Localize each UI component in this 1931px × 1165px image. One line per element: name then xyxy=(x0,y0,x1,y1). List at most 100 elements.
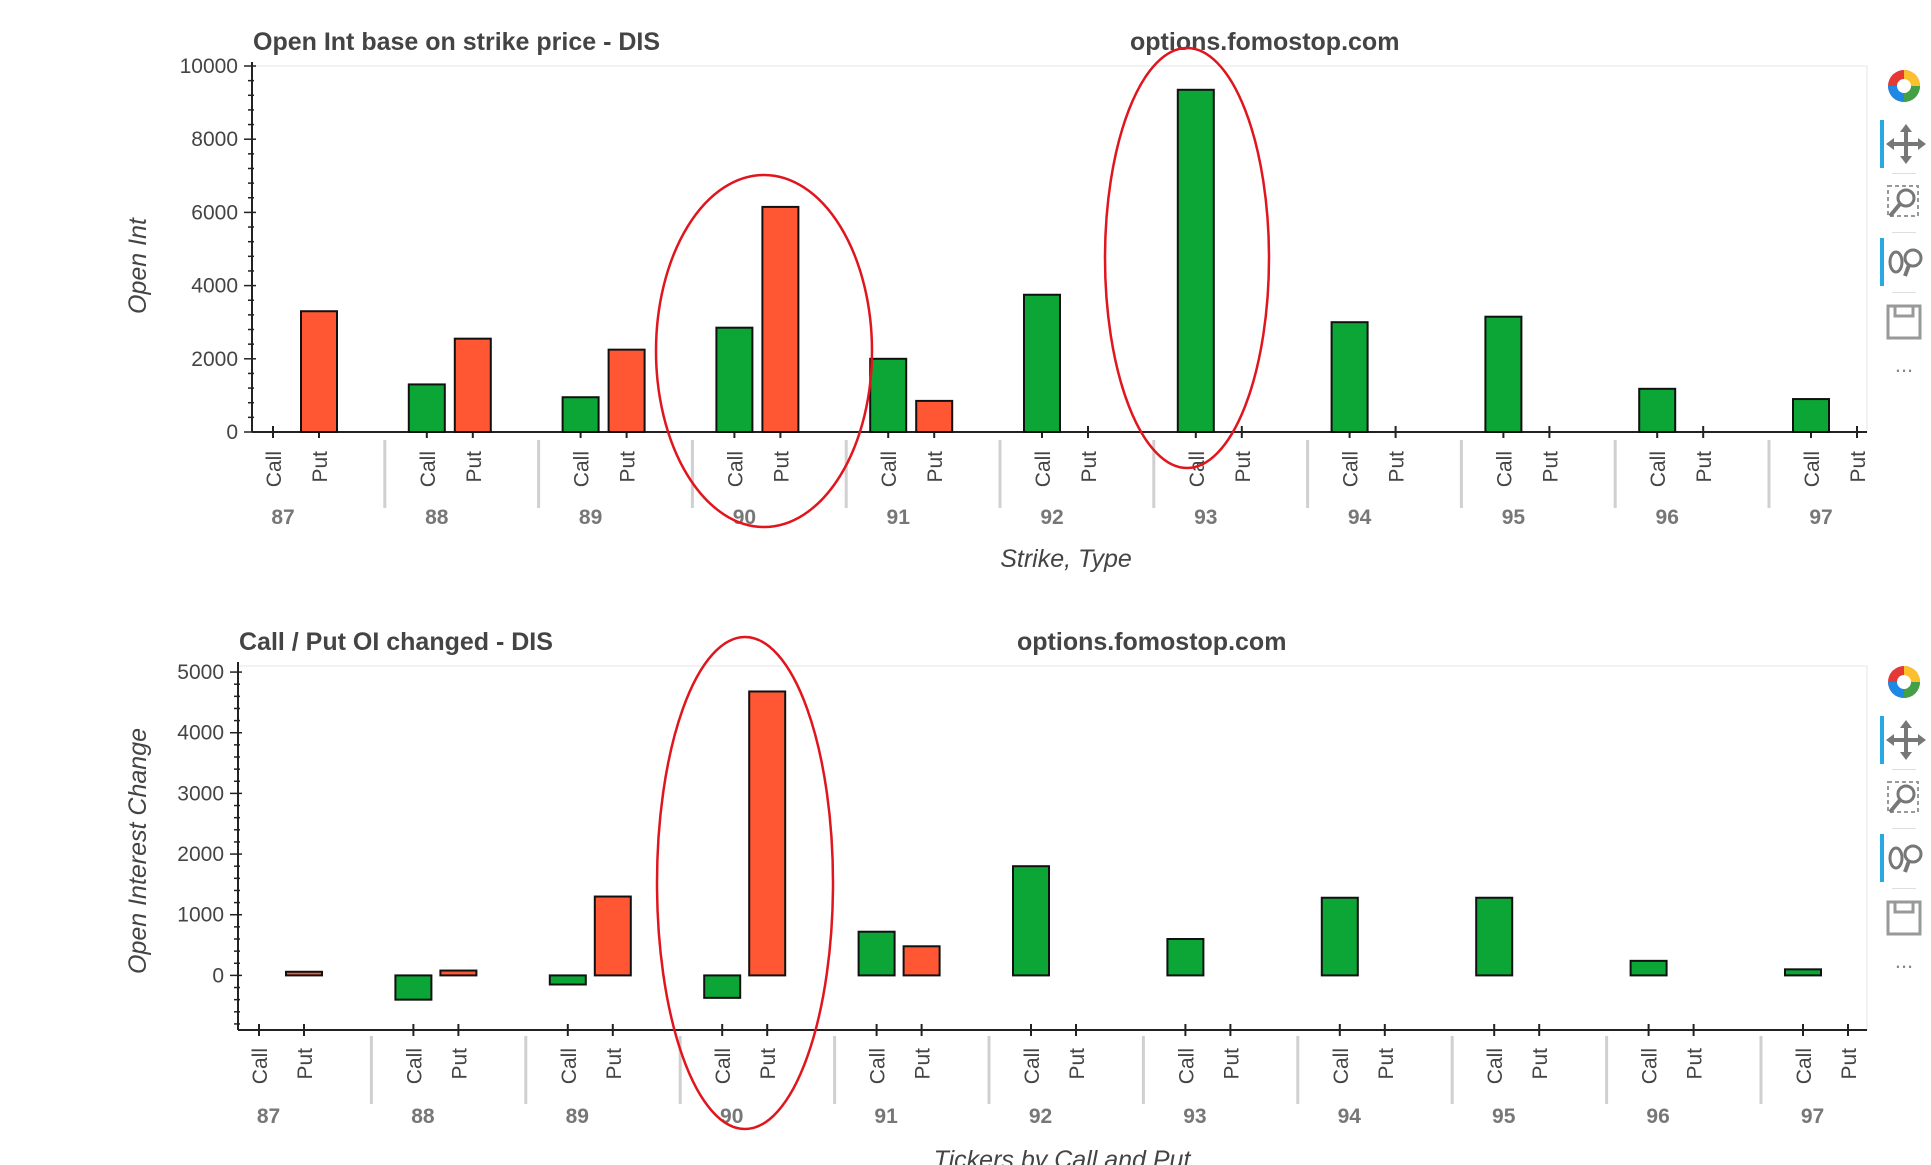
pan-icon[interactable] xyxy=(1880,716,1931,764)
bar-93-call[interactable] xyxy=(1176,88,1215,433)
wheel-zoom-icon[interactable] xyxy=(1880,238,1931,286)
bar-88-call[interactable] xyxy=(394,974,433,1001)
y-tick-label: 8000 xyxy=(191,128,238,151)
y-tick-label: 0 xyxy=(212,964,224,987)
chart-1-ylabel: Open Int xyxy=(124,217,152,314)
bar-90-put[interactable] xyxy=(761,205,800,433)
box-zoom-icon[interactable] xyxy=(1880,774,1928,822)
bar-91-call[interactable] xyxy=(857,930,896,977)
bar-87-put[interactable] xyxy=(300,310,338,433)
x-group-label: 88 xyxy=(425,506,449,529)
x-group-label: 95 xyxy=(1502,506,1526,529)
bar-91-put[interactable] xyxy=(915,399,954,434)
x-type-label: Call xyxy=(1340,451,1363,487)
x-type-label: Call xyxy=(867,1048,890,1084)
x-type-label: Put xyxy=(1375,1048,1398,1080)
chart-1-toolbar: ... xyxy=(1874,60,1931,400)
x-type-label: Call xyxy=(263,451,286,487)
bar-95-call[interactable] xyxy=(1475,896,1514,977)
chart-1-plot[interactable]: 0 2000 4000 6000 8000 10000 Call Put 87 Call Put 88… xyxy=(180,55,1870,529)
x-group-label: 91 xyxy=(887,506,911,529)
x-type-label: Call xyxy=(1484,1048,1507,1084)
x-type-label: Call xyxy=(249,1048,272,1084)
x-group-label: 94 xyxy=(1338,1105,1362,1128)
bar-91-call[interactable] xyxy=(869,357,908,433)
bar-94-call[interactable] xyxy=(1330,321,1369,434)
bokeh-logo-icon[interactable] xyxy=(1880,62,1928,110)
bar-88-call[interactable] xyxy=(407,383,446,434)
x-type-label: Call xyxy=(878,451,901,487)
bar-97-call[interactable] xyxy=(1784,968,1822,977)
bar-89-put[interactable] xyxy=(607,348,646,433)
more-tools-icon[interactable]: ... xyxy=(1894,948,1914,973)
bar-93-call[interactable] xyxy=(1166,938,1205,977)
x-group-label: 96 xyxy=(1646,1105,1669,1128)
x-type-label: Put xyxy=(924,451,947,483)
chart-1-title: Open Int base on strike price - DIS xyxy=(253,28,660,56)
bar-90-put[interactable] xyxy=(748,690,787,977)
y-tick-label: 2000 xyxy=(177,843,224,866)
bar-88-put[interactable] xyxy=(453,337,492,434)
save-icon[interactable] xyxy=(1880,298,1928,346)
x-type-label: Put xyxy=(757,1048,780,1080)
x-group-label: 95 xyxy=(1492,1105,1516,1128)
chart-1-xlabel: Strike, Type xyxy=(1000,545,1132,573)
x-group-label: 97 xyxy=(1809,506,1832,529)
x-group-label: 96 xyxy=(1656,506,1679,529)
chart-2-watermark: options.fomostop.com xyxy=(1017,628,1286,656)
box-zoom-icon[interactable] xyxy=(1880,178,1928,226)
bar-95-call[interactable] xyxy=(1484,315,1523,433)
x-type-label: Put xyxy=(1220,1048,1243,1080)
bar-92-call[interactable] xyxy=(1012,865,1050,977)
y-tick-label: 4000 xyxy=(177,722,224,745)
save-icon[interactable] xyxy=(1880,894,1928,942)
highlight-ellipse-93 xyxy=(1103,46,1271,470)
bar-96-call[interactable] xyxy=(1638,387,1677,434)
bar-97-call[interactable] xyxy=(1792,398,1830,433)
x-type-label: Call xyxy=(571,451,594,487)
bar-89-put[interactable] xyxy=(593,895,632,977)
more-tools-icon[interactable]: ... xyxy=(1894,352,1914,377)
x-type-label: Call xyxy=(1639,1048,1662,1084)
x-type-label: Put xyxy=(463,451,486,483)
plot-frame xyxy=(237,665,1868,1031)
bar-90-call[interactable] xyxy=(703,974,742,999)
x-type-label: Call xyxy=(417,451,440,487)
highlight-ellipse-90 xyxy=(654,173,874,529)
chart-2-plot[interactable]: 0 1000 2000 3000 4000 5000 Call Put 87 Call Put 88 C… xyxy=(177,661,1868,1128)
chart-2-ylabel: Open Interest Change xyxy=(124,728,152,974)
y-tick-label: 10000 xyxy=(180,55,238,78)
x-type-label: Put xyxy=(448,1048,471,1080)
bar-89-call[interactable] xyxy=(561,396,600,434)
chart-2-toolbar: ... xyxy=(1874,656,1931,996)
bar-87-put[interactable] xyxy=(285,970,323,977)
bar-96-call[interactable] xyxy=(1629,959,1668,977)
y-tick-label: 0 xyxy=(226,421,238,444)
x-type-label: Put xyxy=(1847,451,1870,483)
x-type-label: Call xyxy=(1647,451,1670,487)
wheel-zoom-icon[interactable] xyxy=(1880,834,1931,882)
bar-88-put[interactable] xyxy=(439,969,478,977)
x-type-label: Put xyxy=(1078,451,1101,483)
y-tick-label: 3000 xyxy=(177,782,224,805)
x-group-label: 97 xyxy=(1801,1105,1824,1128)
highlight-circles xyxy=(654,46,1271,1131)
x-type-label: Call xyxy=(1330,1048,1353,1084)
x-type-label: Put xyxy=(912,1048,935,1080)
bar-90-call[interactable] xyxy=(715,326,754,433)
pan-icon[interactable] xyxy=(1880,120,1931,168)
bar-91-put[interactable] xyxy=(902,945,941,977)
x-group-label: 89 xyxy=(566,1105,589,1128)
bar-92-call[interactable] xyxy=(1023,293,1061,433)
bokeh-logo-icon[interactable] xyxy=(1880,658,1928,706)
bar-94-call[interactable] xyxy=(1320,896,1359,977)
x-type-label: Put xyxy=(1838,1048,1861,1080)
bar-89-call[interactable] xyxy=(548,974,587,986)
x-type-label: Put xyxy=(617,451,640,483)
x-type-label: Put xyxy=(294,1048,317,1080)
x-type-label: Put xyxy=(1539,451,1562,483)
x-type-label: Put xyxy=(1386,451,1409,483)
x-type-label: Call xyxy=(1801,451,1824,487)
x-group-label: 91 xyxy=(874,1105,898,1128)
